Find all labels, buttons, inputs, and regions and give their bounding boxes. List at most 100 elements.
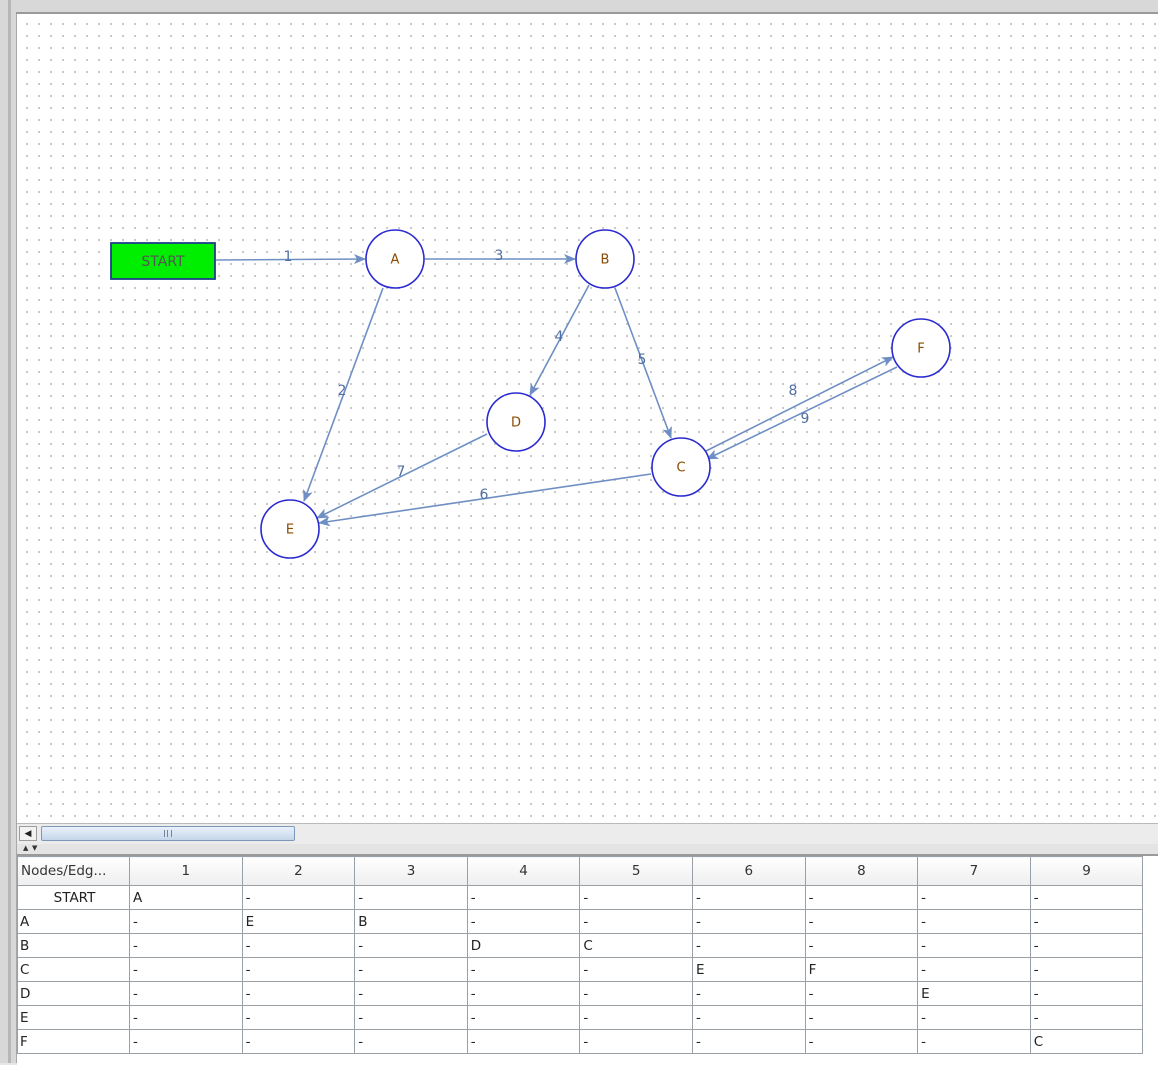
table-cell[interactable]: - (691, 909, 806, 934)
node-d[interactable]: D (486, 392, 546, 452)
row-header-b[interactable]: B (17, 933, 130, 958)
table-header-edge-9[interactable]: 9 (1029, 856, 1144, 886)
edge-d-e[interactable] (316, 433, 488, 519)
table-cell[interactable]: - (691, 933, 806, 958)
node-c[interactable]: C (651, 437, 711, 497)
node-b[interactable]: B (575, 229, 635, 289)
table-cell[interactable]: - (691, 981, 806, 1006)
table-cell[interactable]: - (129, 933, 243, 958)
split-up-arrow-icon[interactable]: ▲ (23, 844, 29, 852)
table-cell[interactable]: C (579, 933, 693, 958)
edge-start-a[interactable] (215, 254, 366, 265)
edge-b-d[interactable] (529, 284, 590, 396)
node-a[interactable]: A (365, 229, 425, 289)
table-cell[interactable]: - (804, 1005, 919, 1030)
node-f[interactable]: F (891, 318, 951, 378)
table-cell[interactable]: - (917, 933, 1031, 958)
table-header-edge-2[interactable]: 2 (241, 856, 356, 886)
table-header-edge-8[interactable]: 8 (804, 856, 919, 886)
row-header-start[interactable]: START (17, 885, 130, 910)
table-cell[interactable]: - (354, 1005, 468, 1030)
table-cell[interactable]: - (241, 885, 356, 910)
table-cell[interactable]: - (241, 1005, 356, 1030)
edge-a-e[interactable] (303, 287, 384, 502)
table-cell[interactable]: - (466, 981, 581, 1006)
row-header-a[interactable]: A (17, 909, 130, 934)
table-header-edge-5[interactable]: 5 (579, 856, 693, 886)
table-cell[interactable]: - (241, 957, 356, 982)
table-cell[interactable]: - (129, 981, 243, 1006)
table-header-edge-1[interactable]: 1 (129, 856, 243, 886)
node-e[interactable]: E (260, 499, 320, 559)
table-cell[interactable]: E (691, 957, 806, 982)
table-cell[interactable]: - (1029, 1005, 1144, 1030)
table-cell[interactable]: - (804, 1029, 919, 1054)
table-cell[interactable]: - (354, 1029, 468, 1054)
table-header-corner[interactable]: Nodes/Edg... (17, 856, 130, 886)
table-cell[interactable]: - (466, 957, 581, 982)
table-cell[interactable]: D (466, 933, 581, 958)
table-cell[interactable]: - (579, 885, 693, 910)
table-cell[interactable]: - (1029, 981, 1144, 1006)
split-down-arrow-icon[interactable]: ▼ (32, 844, 38, 852)
table-cell[interactable]: - (354, 885, 468, 910)
table-cell[interactable]: A (129, 885, 243, 910)
table-cell[interactable]: - (691, 1005, 806, 1030)
table-header-edge-7[interactable]: 7 (917, 856, 1031, 886)
table-cell[interactable]: - (917, 1005, 1031, 1030)
table-cell[interactable]: - (917, 1029, 1031, 1054)
table-cell[interactable]: - (129, 909, 243, 934)
table-cell[interactable]: E (241, 909, 356, 934)
table-cell[interactable]: - (579, 909, 693, 934)
table-cell[interactable]: - (129, 1029, 243, 1054)
table-header-edge-4[interactable]: 4 (466, 856, 581, 886)
edge-b-c[interactable] (614, 287, 672, 439)
table-cell[interactable]: - (354, 981, 468, 1006)
table-cell[interactable]: - (804, 933, 919, 958)
table-header-edge-6[interactable]: 6 (691, 856, 806, 886)
row-header-c[interactable]: C (17, 957, 130, 982)
table-cell[interactable]: - (917, 885, 1031, 910)
table-cell[interactable]: - (579, 957, 693, 982)
table-cell[interactable]: - (466, 1029, 581, 1054)
table-cell[interactable]: - (129, 957, 243, 982)
table-header-edge-3[interactable]: 3 (354, 856, 468, 886)
table-cell[interactable]: - (691, 1029, 806, 1054)
table-cell[interactable]: F (804, 957, 919, 982)
edge-c-e[interactable] (318, 473, 652, 527)
table-cell[interactable]: - (466, 885, 581, 910)
table-cell[interactable]: - (241, 933, 356, 958)
table-cell[interactable]: - (241, 1029, 356, 1054)
table-cell[interactable]: - (691, 885, 806, 910)
table-cell[interactable]: B (354, 909, 468, 934)
table-cell[interactable]: - (129, 1005, 243, 1030)
table-cell[interactable]: - (804, 909, 919, 934)
row-header-f[interactable]: F (17, 1029, 130, 1054)
table-cell[interactable]: - (579, 981, 693, 1006)
table-cell[interactable]: - (1029, 957, 1144, 982)
table-cell[interactable]: - (579, 1029, 693, 1054)
table-cell[interactable]: - (917, 909, 1031, 934)
table-cell[interactable]: - (917, 957, 1031, 982)
table-cell[interactable]: - (1029, 885, 1144, 910)
table-cell[interactable]: - (354, 933, 468, 958)
split-pane-divider[interactable]: ▲ ▼ (17, 844, 1158, 854)
node-start[interactable]: START (110, 242, 216, 280)
table-cell[interactable]: - (466, 1005, 581, 1030)
table-cell[interactable]: - (804, 885, 919, 910)
edge-f-c[interactable] (706, 366, 898, 460)
horizontal-scrollbar[interactable]: ◀ (17, 823, 1158, 845)
table-cell[interactable]: - (354, 957, 468, 982)
table-cell[interactable]: E (917, 981, 1031, 1006)
table-cell[interactable]: C (1029, 1029, 1144, 1054)
table-cell[interactable]: - (1029, 909, 1144, 934)
table-cell[interactable]: - (1029, 933, 1144, 958)
edge-c-f[interactable] (705, 356, 894, 452)
table-cell[interactable]: - (466, 909, 581, 934)
scroll-left-arrow-icon[interactable]: ◀ (19, 826, 37, 841)
table-cell[interactable]: - (804, 981, 919, 1006)
table-cell[interactable]: - (241, 981, 356, 1006)
row-header-e[interactable]: E (17, 1005, 130, 1030)
row-header-d[interactable]: D (17, 981, 130, 1006)
